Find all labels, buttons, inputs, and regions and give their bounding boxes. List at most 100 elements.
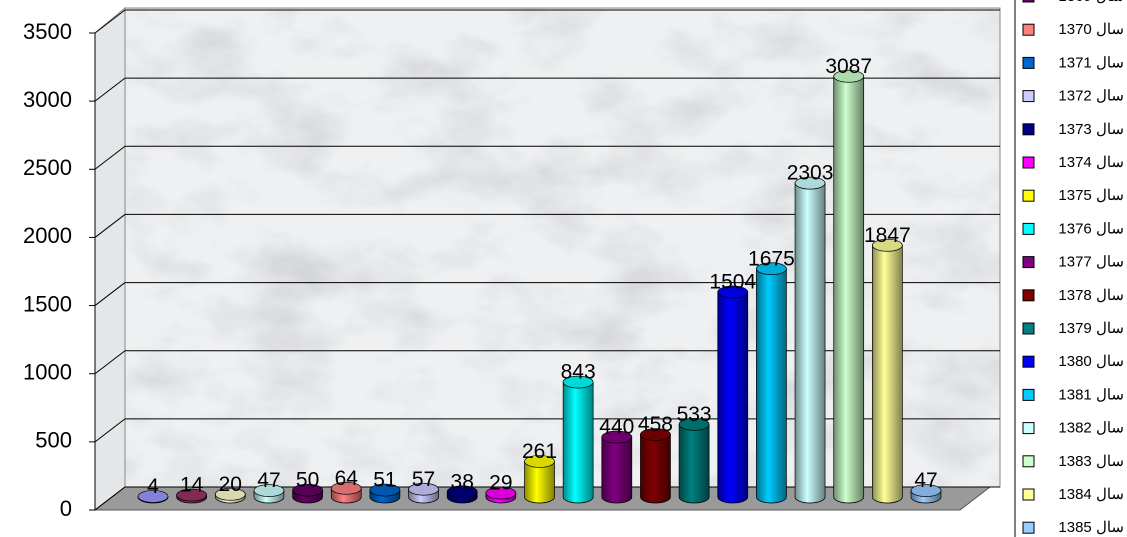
legend-label: سال 1379 bbox=[1058, 320, 1124, 337]
bar-body bbox=[524, 461, 555, 504]
data-label: 3087 bbox=[825, 55, 872, 78]
bar bbox=[214, 487, 246, 504]
bar-top bbox=[408, 482, 439, 496]
bar-body bbox=[640, 434, 671, 504]
y-tick-label: 0 bbox=[60, 496, 72, 521]
bar-top bbox=[794, 176, 826, 190]
legend-label: سال 1381 bbox=[1058, 386, 1124, 403]
legend-label: سال 1373 bbox=[1058, 121, 1124, 138]
bar bbox=[601, 430, 633, 504]
y-tick-label: 500 bbox=[35, 428, 72, 453]
bar-top bbox=[253, 484, 285, 497]
bar bbox=[794, 176, 826, 504]
grid-line-side bbox=[94, 486, 126, 511]
bar bbox=[678, 418, 710, 504]
bar bbox=[446, 485, 478, 504]
bar-top bbox=[717, 285, 749, 299]
data-label: 1847 bbox=[864, 224, 911, 247]
legend-swatch bbox=[1022, 23, 1035, 36]
legend-swatch bbox=[1022, 289, 1035, 302]
bar-top bbox=[214, 487, 246, 501]
bar-top bbox=[369, 483, 401, 497]
bar-body bbox=[678, 424, 710, 504]
grid-line-side bbox=[94, 282, 126, 306]
legend-label: سال 1377 bbox=[1058, 254, 1124, 271]
legend-swatch bbox=[1022, 521, 1035, 534]
legend-label: سال 1385 bbox=[1058, 519, 1124, 536]
legend-swatch bbox=[1022, 0, 1035, 3]
bar-top bbox=[640, 428, 671, 441]
bar bbox=[524, 455, 555, 504]
legend-label: سال 1380 bbox=[1058, 353, 1124, 370]
data-label: 20 bbox=[219, 473, 242, 496]
y-tick-label: 3500 bbox=[23, 19, 72, 44]
data-label: 4 bbox=[147, 475, 159, 498]
bar-body bbox=[794, 182, 826, 504]
legend: سال 1369 سال 1370 سال 1371 سال 1372 سال 1373… bbox=[1014, 0, 1127, 537]
legend-label: سال 1383 bbox=[1058, 453, 1124, 470]
y-tick-label: 1000 bbox=[23, 360, 72, 385]
bar-top bbox=[601, 430, 633, 444]
legend-label: سال 1384 bbox=[1058, 486, 1124, 503]
bar-top bbox=[485, 486, 517, 500]
grid-line-side bbox=[94, 350, 126, 375]
data-label: 51 bbox=[373, 469, 396, 492]
data-label: 843 bbox=[561, 361, 596, 384]
legend-swatch bbox=[1022, 355, 1035, 368]
legend-label: سال 1372 bbox=[1058, 88, 1124, 105]
legend-label: سال 1371 bbox=[1058, 54, 1124, 71]
bar-top bbox=[678, 418, 710, 431]
side-wall bbox=[94, 6, 126, 512]
data-label: 261 bbox=[522, 440, 557, 463]
legend-label: سال 1376 bbox=[1058, 220, 1124, 237]
y-tick-label: 1500 bbox=[23, 291, 72, 316]
bar-body bbox=[872, 244, 903, 504]
bar-body bbox=[833, 75, 865, 504]
legend-label: سال 1382 bbox=[1058, 420, 1124, 437]
data-label: 50 bbox=[296, 469, 319, 492]
bar bbox=[717, 285, 749, 504]
bar-top bbox=[446, 485, 478, 499]
bar bbox=[137, 490, 169, 504]
bar-body bbox=[717, 291, 749, 504]
data-label: 440 bbox=[599, 416, 634, 439]
data-label: 458 bbox=[638, 413, 673, 436]
grid: 0 500 1000 1500 2000 2500 3000 3500 bbox=[23, 9, 1000, 521]
legend-label: سال 1370 bbox=[1058, 21, 1124, 38]
bar-top bbox=[756, 262, 787, 276]
data-label: 57 bbox=[412, 468, 435, 491]
legend-label: سال 1374 bbox=[1058, 154, 1124, 171]
bar-top bbox=[524, 455, 555, 468]
y-tick-label: 2000 bbox=[23, 223, 72, 248]
data-label: 38 bbox=[451, 470, 474, 493]
bar-top bbox=[562, 375, 594, 389]
bar-top bbox=[137, 490, 169, 503]
bar bbox=[485, 486, 517, 504]
bar bbox=[176, 488, 207, 504]
legend-swatch bbox=[1022, 322, 1035, 335]
legend-swatch bbox=[1022, 90, 1035, 103]
bar bbox=[292, 483, 323, 504]
legend-swatch bbox=[1022, 222, 1035, 235]
bar-top bbox=[176, 488, 207, 502]
y-tick-label: 3000 bbox=[23, 87, 72, 112]
grid-line-side bbox=[94, 214, 126, 238]
bar bbox=[562, 375, 594, 504]
data-label: 533 bbox=[677, 403, 712, 426]
grid-line-side bbox=[94, 145, 126, 170]
legend-label: سال 1378 bbox=[1058, 287, 1124, 304]
bar bbox=[756, 262, 787, 504]
bar-body bbox=[756, 268, 787, 504]
data-label: 29 bbox=[489, 472, 512, 495]
bar-top bbox=[292, 483, 323, 497]
legend-label: سال 1369 bbox=[1058, 0, 1124, 5]
bar-body bbox=[562, 381, 594, 504]
legend-swatch bbox=[1022, 388, 1035, 401]
bar bbox=[640, 428, 671, 504]
bar-top bbox=[330, 481, 362, 495]
data-label: 2303 bbox=[787, 162, 834, 185]
grid-line-side bbox=[94, 9, 126, 34]
back-wall-texture bbox=[125, 8, 1000, 487]
bar-top bbox=[833, 69, 865, 83]
data-label: 47 bbox=[914, 469, 937, 492]
